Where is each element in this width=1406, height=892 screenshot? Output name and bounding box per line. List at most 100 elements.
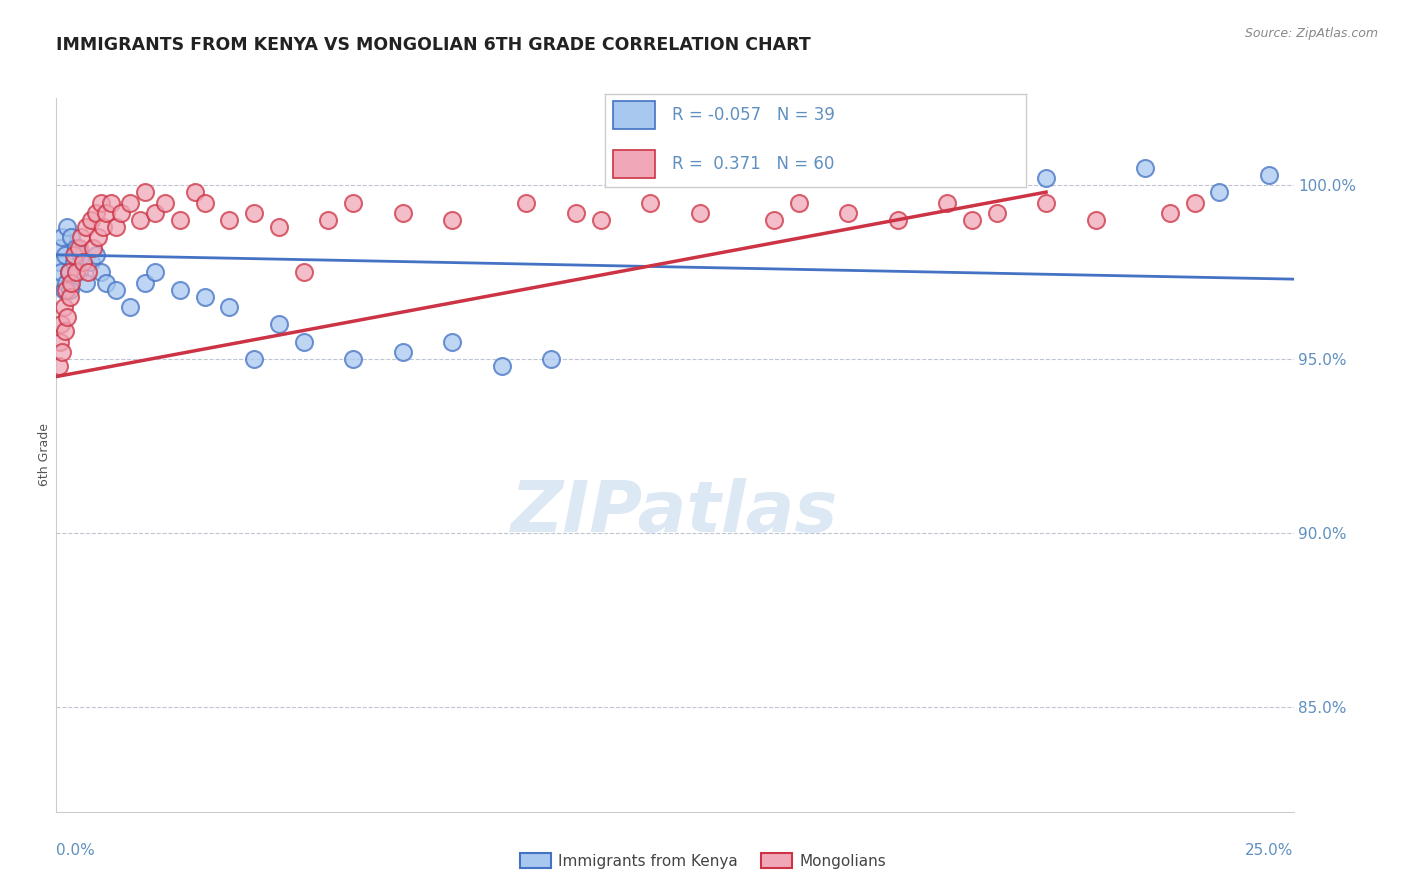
Point [886,213,908,227]
Point [62,254,84,268]
Point [1084,213,1107,227]
Point [67,241,90,255]
Point [153,195,176,210]
Point [986,206,1008,220]
Point [59,289,82,303]
Point [77,265,100,279]
Point [391,206,413,220]
Point [267,219,290,234]
Point [82,241,104,255]
Point [56,310,79,325]
Point [75,276,97,290]
Point [91,219,114,234]
Point [70,230,93,244]
Point [58,265,80,279]
Point [94,276,117,290]
Point [48,359,70,373]
Point [51,345,73,359]
Point [52,300,75,314]
Point [129,213,152,227]
Point [72,254,94,268]
Point [540,352,562,367]
Point [70,248,93,262]
Point [515,195,537,210]
Point [243,206,266,220]
Point [90,265,112,279]
Text: ZIPatlas: ZIPatlas [512,477,838,547]
Point [90,195,112,210]
Text: Source: ZipAtlas.com: Source: ZipAtlas.com [1244,27,1378,40]
Point [134,185,156,199]
Point [1133,161,1156,175]
Point [120,300,142,314]
Text: 25.0%: 25.0% [1246,843,1294,858]
Point [59,283,82,297]
Point [1159,206,1181,220]
Point [110,206,132,220]
Point [184,185,207,199]
Text: IMMIGRANTS FROM KENYA VS MONGOLIAN 6TH GRADE CORRELATION CHART: IMMIGRANTS FROM KENYA VS MONGOLIAN 6TH G… [56,36,811,54]
Point [1208,185,1230,199]
Point [762,213,785,227]
Point [787,195,810,210]
Point [143,206,166,220]
Point [49,334,72,349]
Y-axis label: 6th Grade: 6th Grade [38,424,51,486]
Point [267,318,290,332]
Point [104,219,127,234]
Point [51,230,73,244]
Point [143,265,166,279]
Point [1035,171,1057,186]
Text: 0.0%: 0.0% [56,843,96,858]
Point [53,324,76,338]
Point [84,206,107,220]
Point [53,248,76,262]
Point [936,195,959,210]
Bar [613,101,655,129]
Point [80,254,103,268]
Point [1035,195,1057,210]
Point [1184,195,1206,210]
Point [391,345,413,359]
Point [837,206,859,220]
Point [491,359,513,373]
Point [441,334,464,349]
Point [94,206,117,220]
Point [565,206,588,220]
Point [342,195,364,210]
Point [194,195,217,210]
Point [51,265,73,279]
Bar [613,150,655,178]
Point [169,283,191,297]
Point [60,230,83,244]
Point [292,265,315,279]
Point [194,289,217,303]
Point [87,230,110,244]
Point [589,213,612,227]
Point [120,195,142,210]
Point [84,248,107,262]
Point [67,265,90,279]
Point [318,213,340,227]
Point [960,213,983,227]
Point [65,265,87,279]
Point [169,213,191,227]
Point [52,283,75,297]
Point [60,276,83,290]
Point [342,352,364,367]
Point [134,276,156,290]
Text: R = -0.057   N = 39: R = -0.057 N = 39 [672,106,835,124]
Point [104,283,127,297]
Point [62,248,84,262]
Legend: Immigrants from Kenya, Mongolians: Immigrants from Kenya, Mongolians [515,847,891,875]
Point [55,276,77,290]
Point [49,241,72,255]
Point [58,265,80,279]
Point [243,352,266,367]
Point [218,300,240,314]
Point [80,213,103,227]
Point [65,241,87,255]
Point [1257,168,1279,182]
Point [51,318,73,332]
Point [218,213,240,227]
